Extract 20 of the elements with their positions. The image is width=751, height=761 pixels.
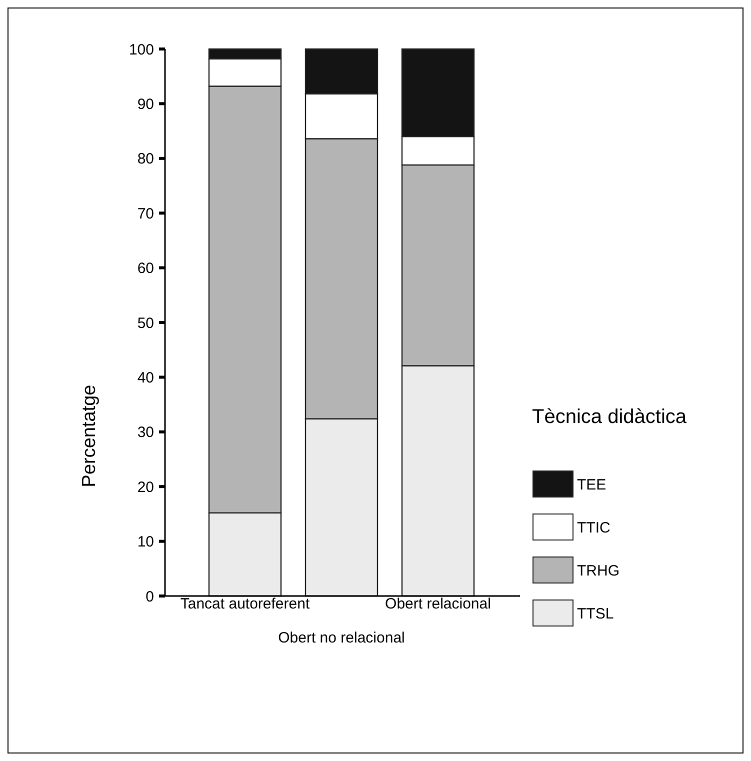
y-axis-title: Percentatge bbox=[79, 384, 100, 488]
y-tick-label: 60 bbox=[137, 260, 154, 278]
y-tick-label: 30 bbox=[137, 424, 154, 442]
y-tick-label: 40 bbox=[137, 369, 154, 386]
x-tick-label: Obert no relacional bbox=[278, 630, 405, 646]
y-tick-label: 10 bbox=[137, 534, 154, 551]
legend-label: TEE bbox=[577, 476, 606, 494]
y-tick-label: 70 bbox=[137, 205, 154, 222]
y-tick-label: 90 bbox=[137, 96, 154, 113]
y-tick-label: 50 bbox=[137, 314, 154, 332]
legend-title: Tècnica didàctica bbox=[532, 406, 688, 428]
y-tick-label: 0 bbox=[146, 588, 154, 606]
y-tick-label: 20 bbox=[137, 478, 154, 496]
y-tick-label: 80 bbox=[137, 150, 154, 168]
legend-label: TTIC bbox=[577, 519, 610, 536]
y-tick-label: 100 bbox=[128, 41, 154, 58]
x-tick-label: Tancat autoreferent bbox=[180, 596, 310, 612]
legend-label: TTSL bbox=[577, 605, 614, 622]
legend-label: TRHG bbox=[577, 562, 620, 580]
x-tick-label: Obert relacional bbox=[385, 596, 491, 612]
